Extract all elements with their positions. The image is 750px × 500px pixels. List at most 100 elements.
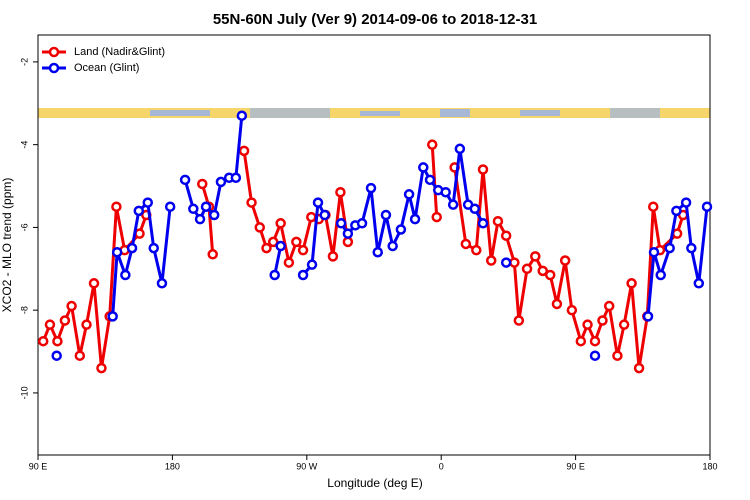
point: [387, 240, 398, 252]
point: [215, 176, 227, 188]
y-tick-label: -4: [19, 141, 29, 149]
point: [197, 178, 208, 190]
point: [44, 319, 56, 330]
point: [207, 249, 218, 260]
point: [327, 251, 339, 262]
map-strip: [38, 108, 710, 118]
point: [471, 244, 482, 256]
y-tick-label: -2: [19, 58, 29, 66]
point: [380, 209, 392, 221]
point: [680, 197, 692, 208]
point: [96, 362, 107, 374]
point: [66, 300, 77, 312]
point: [469, 203, 481, 215]
point: [208, 209, 220, 221]
point: [460, 238, 472, 250]
point: [633, 362, 645, 374]
x-axis-label: Longitude (deg E): [327, 476, 422, 490]
point: [372, 246, 383, 258]
point: [319, 209, 330, 221]
point: [492, 215, 504, 227]
point: [642, 311, 654, 322]
x-tick-label: 90 E: [566, 461, 585, 471]
point: [81, 319, 92, 330]
point: [188, 203, 199, 215]
point: [194, 213, 206, 225]
chart-title: 55N-60N July (Ver 9) 2014-09-06 to 2018-…: [213, 11, 537, 28]
point: [597, 315, 608, 326]
point: [200, 201, 212, 212]
point: [582, 319, 593, 330]
x-tick-label: 180: [702, 461, 717, 471]
point: [52, 335, 63, 347]
point: [655, 269, 666, 281]
point: [648, 246, 660, 258]
series-line: [41, 144, 685, 369]
point: [74, 350, 86, 361]
y-tick-label: -8: [19, 306, 29, 314]
point: [477, 218, 489, 229]
point: [275, 240, 286, 252]
legend-marker: [48, 46, 60, 58]
point: [126, 242, 138, 254]
point: [335, 186, 346, 198]
point: [701, 201, 713, 212]
point: [335, 218, 347, 229]
legend-marker: [48, 62, 60, 74]
point: [418, 162, 429, 173]
point: [671, 205, 682, 217]
point: [254, 222, 266, 233]
point: [365, 182, 377, 194]
point: [297, 269, 309, 281]
x-tick-label: 90 E: [29, 461, 48, 471]
point: [477, 164, 489, 175]
point: [395, 224, 407, 235]
point: [648, 201, 659, 212]
point: [275, 218, 286, 229]
point: [59, 315, 71, 326]
point: [500, 257, 512, 268]
point: [297, 244, 309, 256]
point: [671, 228, 683, 239]
point: [612, 350, 623, 361]
point: [559, 255, 571, 266]
point: [521, 263, 533, 275]
point: [51, 350, 62, 361]
point: [133, 205, 145, 217]
plot-frame: [37, 34, 711, 456]
point: [238, 145, 250, 157]
point: [409, 213, 421, 225]
point: [575, 335, 587, 347]
point: [356, 218, 368, 229]
point: [431, 211, 442, 223]
point: [500, 230, 512, 241]
x-tick-label: 0: [439, 461, 444, 471]
point: [156, 278, 168, 289]
point: [283, 257, 295, 268]
point: [261, 242, 272, 254]
point: [530, 251, 541, 262]
y-tick-label: -6: [19, 223, 29, 231]
point: [88, 278, 100, 289]
point: [306, 259, 318, 270]
y-tick-label: -10: [19, 386, 29, 399]
point: [537, 265, 548, 277]
point: [111, 201, 122, 212]
point: [120, 269, 131, 281]
point: [551, 298, 563, 310]
point: [626, 278, 637, 289]
point: [230, 172, 242, 184]
point: [37, 335, 49, 347]
point: [312, 197, 324, 208]
point: [291, 236, 302, 248]
legend-label: Ocean (Glint): [74, 62, 139, 74]
point: [440, 186, 451, 198]
point: [664, 242, 675, 254]
legend-label: Land (Nadir&Glint): [74, 46, 165, 58]
point: [485, 255, 497, 266]
point: [589, 350, 601, 361]
point: [269, 269, 280, 281]
point: [148, 242, 159, 254]
point: [589, 335, 601, 347]
